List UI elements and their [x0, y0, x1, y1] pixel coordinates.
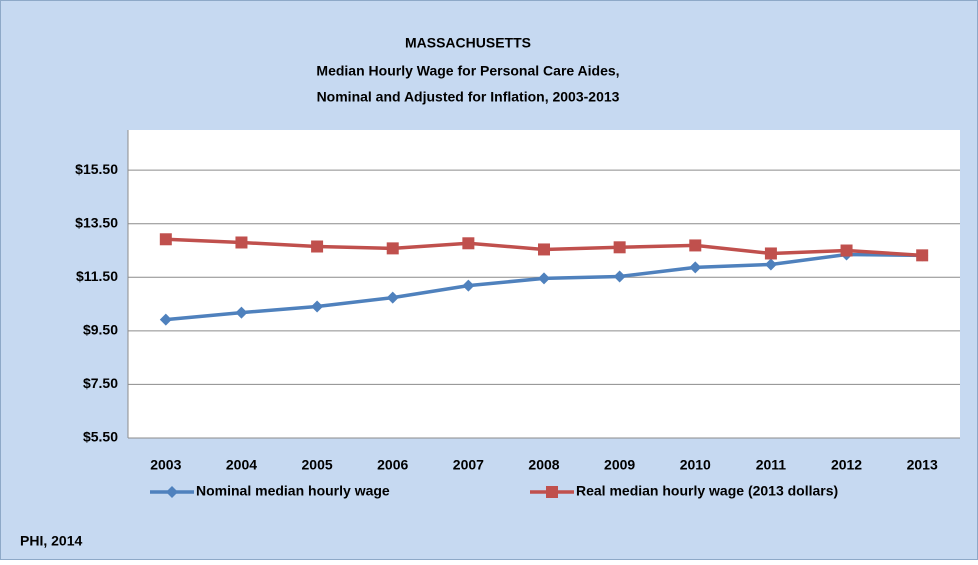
y-tick-label: $13.50	[75, 214, 118, 230]
x-tick-label: 2006	[377, 457, 408, 473]
source: PHI, 2014	[20, 533, 82, 549]
data-point	[462, 279, 475, 292]
x-tick-label: 2007	[453, 457, 484, 473]
x-tick-label: 2010	[680, 457, 711, 473]
data-point	[159, 313, 172, 326]
data-point	[689, 239, 702, 252]
x-tick-label: 2009	[604, 457, 635, 473]
data-point	[386, 242, 399, 255]
x-tick-label: 2012	[831, 457, 862, 473]
data-point	[311, 240, 324, 253]
data-point	[235, 236, 248, 249]
data-point	[613, 241, 626, 254]
chart-title: MASSACHUSETTS	[405, 35, 531, 51]
data-point	[764, 258, 777, 271]
x-tick-label: 2005	[302, 457, 333, 473]
x-tick-label: 2011	[756, 457, 787, 473]
data-point	[613, 270, 626, 283]
y-tick-label: $7.50	[83, 375, 118, 391]
y-tick-label: $5.50	[83, 429, 118, 445]
data-point	[538, 272, 550, 285]
data-point	[386, 291, 399, 304]
y-tick-label: $9.50	[83, 322, 118, 338]
legend-label: Real median hourly wage (2013 dollars)	[576, 483, 838, 499]
chart-title: Median Hourly Wage for Personal Care Aid…	[316, 63, 619, 79]
x-tick-label: 2003	[150, 457, 181, 473]
data-point	[311, 300, 324, 313]
legend-label: Nominal median hourly wage	[196, 483, 390, 499]
y-tick-label: $11.50	[76, 268, 118, 284]
legend-marker	[166, 486, 178, 498]
data-point	[916, 249, 929, 262]
y-tick-label: $15.50	[75, 161, 118, 177]
data-point	[462, 237, 475, 250]
x-tick-label: 2008	[528, 457, 559, 473]
x-tick-label: 2004	[226, 457, 257, 473]
data-point	[689, 261, 702, 274]
chart-title: Nominal and Adjusted for Inflation, 2003…	[317, 89, 620, 105]
data-point	[840, 244, 853, 257]
data-point	[235, 306, 248, 319]
data-point	[159, 233, 172, 246]
legend-marker	[546, 486, 558, 498]
x-tick-label: 2013	[907, 457, 938, 473]
data-point	[538, 243, 550, 256]
data-point	[764, 247, 777, 260]
